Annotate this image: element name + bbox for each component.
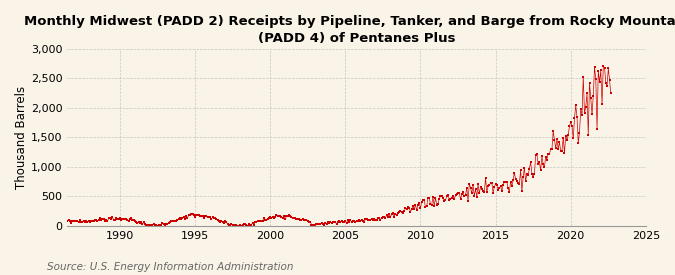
Text: Source: U.S. Energy Information Administration: Source: U.S. Energy Information Administ…	[47, 262, 294, 271]
Y-axis label: Thousand Barrels: Thousand Barrels	[15, 86, 28, 189]
Title: Monthly Midwest (PADD 2) Receipts by Pipeline, Tanker, and Barge from Rocky Moun: Monthly Midwest (PADD 2) Receipts by Pip…	[24, 15, 675, 45]
